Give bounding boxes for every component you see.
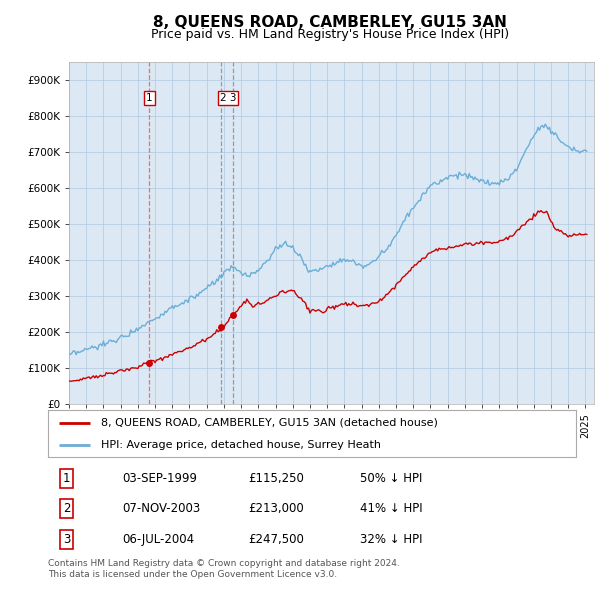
Text: 07-NOV-2003: 07-NOV-2003 — [122, 502, 200, 516]
Text: £115,250: £115,250 — [248, 472, 305, 485]
Text: 8, QUEENS ROAD, CAMBERLEY, GU15 3AN (detached house): 8, QUEENS ROAD, CAMBERLEY, GU15 3AN (det… — [101, 418, 437, 428]
Text: 06-JUL-2004: 06-JUL-2004 — [122, 533, 194, 546]
Text: 03-SEP-1999: 03-SEP-1999 — [122, 472, 197, 485]
Text: Price paid vs. HM Land Registry's House Price Index (HPI): Price paid vs. HM Land Registry's House … — [151, 28, 509, 41]
Text: Contains HM Land Registry data © Crown copyright and database right 2024.
This d: Contains HM Land Registry data © Crown c… — [48, 559, 400, 579]
Text: £247,500: £247,500 — [248, 533, 305, 546]
Text: 3: 3 — [63, 533, 70, 546]
Text: £213,000: £213,000 — [248, 502, 304, 516]
Text: 8, QUEENS ROAD, CAMBERLEY, GU15 3AN: 8, QUEENS ROAD, CAMBERLEY, GU15 3AN — [153, 15, 507, 30]
Text: HPI: Average price, detached house, Surrey Heath: HPI: Average price, detached house, Surr… — [101, 440, 381, 450]
Text: 1: 1 — [146, 93, 152, 103]
Text: 41% ↓ HPI: 41% ↓ HPI — [359, 502, 422, 516]
Text: 2: 2 — [63, 502, 70, 516]
Text: 32% ↓ HPI: 32% ↓ HPI — [359, 533, 422, 546]
Text: 1: 1 — [63, 472, 70, 485]
Text: 50% ↓ HPI: 50% ↓ HPI — [359, 472, 422, 485]
Text: 2 3: 2 3 — [220, 93, 236, 103]
